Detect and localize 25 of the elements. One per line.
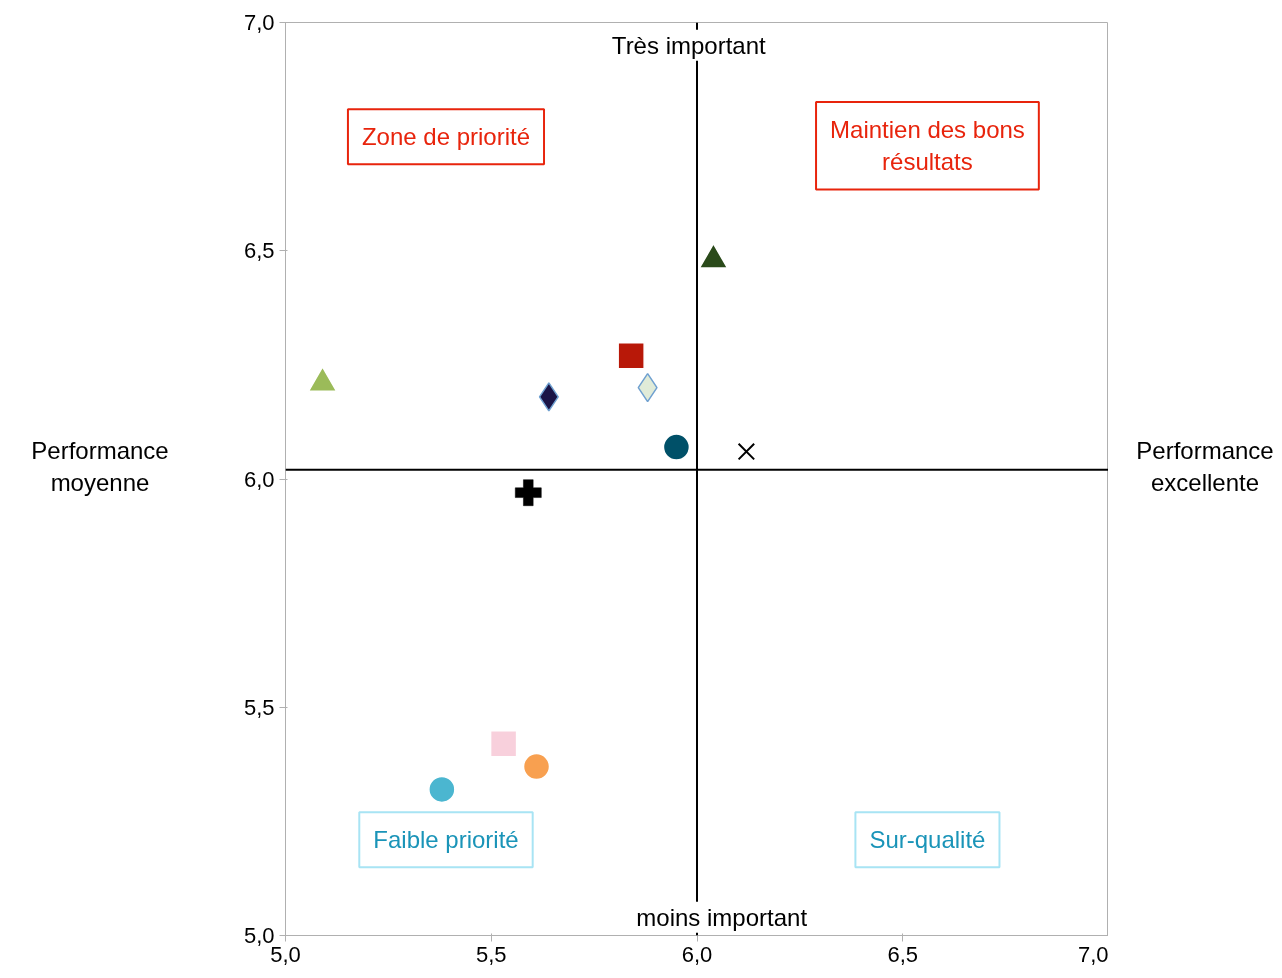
x-tick-label: 6,5 (887, 941, 919, 967)
point (617, 341, 645, 370)
annotation: Sur-qualité (869, 826, 986, 854)
y-tick-label: 5,0 (243, 923, 275, 948)
point (662, 433, 691, 461)
point (489, 730, 518, 758)
y-tick-label: 7,0 (243, 10, 275, 35)
point (522, 752, 551, 781)
text: Performance moyenne (31, 436, 169, 498)
y-tick-label: 6,5 (243, 238, 275, 264)
point (538, 382, 559, 412)
annotation: Zone de priorité (361, 123, 531, 151)
annotation: Maintien des bons résultats (830, 116, 1025, 176)
x-tick-label: 5,5 (475, 941, 507, 967)
x-tick-label: 6,0 (681, 941, 713, 967)
annotation: Très important (611, 31, 767, 59)
annotation: Faible priorité (373, 826, 519, 854)
text: Performance excellente (1136, 436, 1274, 498)
x-tick-label: 7,0 (1077, 941, 1109, 967)
annotation: moins important (636, 903, 808, 931)
y-tick-label: 6,0 (243, 466, 275, 492)
y-tick-label: 5,5 (243, 694, 275, 720)
point (428, 775, 456, 804)
point (737, 442, 756, 461)
point (515, 479, 542, 506)
